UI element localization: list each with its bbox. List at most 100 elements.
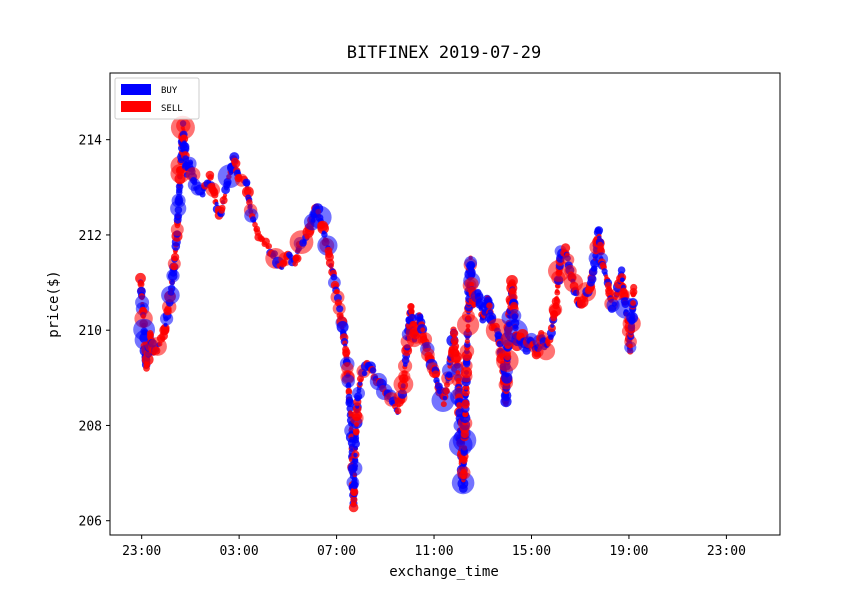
trade-point [504, 350, 511, 357]
trade-point [135, 272, 146, 284]
trade-point [624, 335, 637, 349]
trade-point [461, 399, 470, 408]
trade-point [176, 118, 191, 133]
y-tick-label: 210 [79, 324, 102, 339]
trade-point [458, 484, 468, 493]
trade-point [394, 407, 402, 415]
trade-point [431, 389, 455, 412]
trade-point [188, 161, 193, 166]
trade-point [488, 314, 495, 321]
trade-point [157, 341, 163, 347]
trade-point [594, 226, 604, 235]
trade-point [550, 323, 555, 328]
trade-point [219, 204, 226, 212]
trade-point [207, 174, 214, 181]
x-tick-label: 15:00 [512, 544, 551, 559]
trade-point [222, 193, 228, 198]
trade-point [461, 309, 475, 323]
trade-point [587, 274, 597, 284]
trade-point [147, 331, 154, 339]
y-tick-label: 208 [79, 419, 102, 434]
trade-point [352, 463, 359, 469]
trade-point [630, 283, 638, 292]
trade-point [420, 327, 426, 333]
chart-title: BITFINEX 2019-07-29 [347, 43, 541, 63]
y-axis: 206 208 210 212 214 [79, 134, 110, 530]
trade-point [554, 296, 559, 301]
trade-point [352, 404, 362, 414]
trade-point [466, 260, 476, 270]
trade-point [336, 305, 344, 313]
trade-point [317, 222, 330, 235]
trade-point [185, 167, 201, 182]
trade-point [361, 370, 368, 377]
trade-point [442, 395, 448, 401]
trade-point [292, 254, 302, 263]
trade-point [353, 452, 358, 458]
legend-swatch-buy [121, 84, 151, 95]
trade-point [358, 378, 363, 383]
legend: BUY SELL [114, 77, 200, 120]
trade-point [629, 312, 636, 319]
trade-point [456, 402, 463, 409]
trade-point [350, 496, 358, 504]
trade-point [511, 313, 519, 321]
trade-point [170, 253, 180, 262]
trade-point [265, 243, 272, 250]
trade-point [160, 323, 170, 333]
trade-point [181, 134, 187, 140]
trade-point [345, 398, 355, 408]
trade-point [469, 282, 475, 287]
trade-point [170, 223, 184, 236]
legend-swatch-sell [121, 101, 151, 112]
trade-point [408, 303, 415, 310]
trade-point [537, 342, 556, 361]
trade-point [342, 348, 351, 357]
trade-point [346, 405, 354, 413]
trade-point [352, 458, 359, 465]
y-tick-label: 212 [79, 229, 102, 244]
trade-point [630, 300, 636, 306]
x-tick-label: 07:00 [317, 544, 356, 559]
trade-point [336, 321, 349, 333]
trade-point [460, 468, 467, 475]
trade-point [242, 186, 254, 199]
trade-point [211, 191, 219, 199]
trade-point [231, 159, 241, 168]
trade-point [351, 476, 358, 482]
trade-point [443, 387, 450, 395]
trade-point [168, 284, 176, 293]
x-tick-label: 19:00 [609, 544, 648, 559]
trade-point [345, 388, 353, 396]
trade-point [369, 367, 377, 374]
trade-point [620, 277, 625, 282]
trade-point [346, 382, 352, 388]
trade-point [175, 194, 183, 201]
trade-point [235, 169, 241, 175]
data-points [133, 115, 641, 513]
y-tick-label: 214 [79, 134, 103, 149]
trade-point [459, 343, 475, 359]
trade-point [440, 401, 447, 408]
trade-point [554, 289, 561, 296]
trade-point [431, 370, 440, 379]
trade-point [508, 279, 516, 287]
x-tick-label: 03:00 [220, 544, 259, 559]
trade-point [509, 287, 517, 295]
legend-label-buy: BUY [161, 86, 178, 96]
y-axis-label: price($) [46, 270, 62, 337]
x-axis: 23:00 03:00 07:00 11:00 15:00 19:00 23:00 [122, 535, 746, 559]
x-tick-label: 23:00 [707, 544, 746, 559]
x-tick-label: 11:00 [414, 544, 453, 559]
trade-point [328, 263, 334, 269]
legend-label-sell: SELL [161, 104, 183, 114]
x-axis-label: exchange_time [389, 564, 499, 580]
trade-point [561, 243, 571, 253]
trade-point [199, 191, 206, 198]
trade-point [174, 206, 183, 214]
trade-point [408, 308, 415, 315]
trade-point [617, 266, 626, 275]
trade-point [464, 338, 470, 344]
plot-frame [109, 72, 781, 536]
